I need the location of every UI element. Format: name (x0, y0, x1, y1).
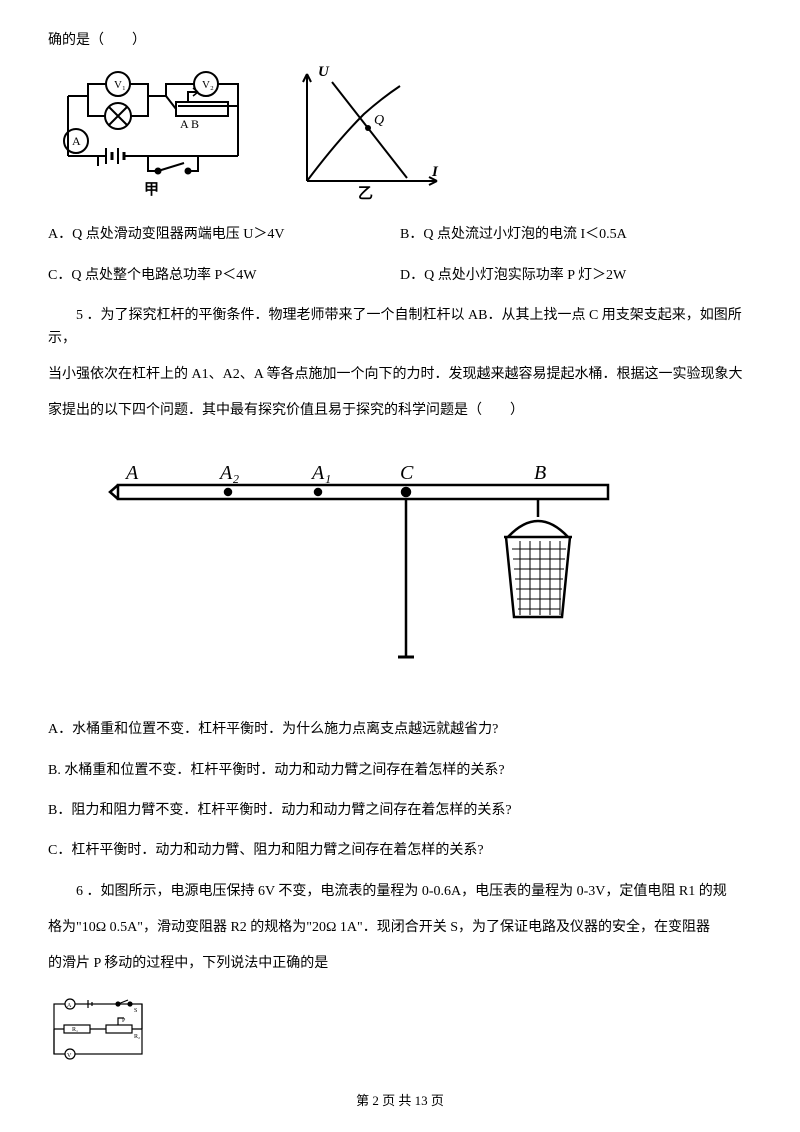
q4-circuit-diagram: V₁ V₂ A A B 甲 (48, 66, 258, 206)
q4-options-row1: A．Q 点处滑动变阻器两端电压 U＞4V B．Q 点处流过小灯泡的电流 I＜0.… (48, 224, 752, 246)
svg-text:R₁: R₁ (72, 1027, 78, 1033)
q5-stem-line3: 家提出的以下四个问题．其中最有探究价值且易于探究的科学问题是（ ） (48, 400, 752, 422)
q5-option-b2: B．阻力和阻力臂不变．杠杆平衡时．动力和动力臂之间存在着怎样的关系? (48, 800, 752, 822)
lever-label-a2: A₂ (218, 462, 239, 484)
a-label: A (72, 134, 81, 148)
q4-option-d: D．Q 点处小灯泡实际功率 P 灯＞2W (400, 265, 752, 287)
lever-label-b: B (534, 462, 546, 484)
ab-label: A B (180, 117, 199, 131)
q-point-label: Q (374, 113, 384, 128)
svg-text:V: V (67, 1053, 72, 1059)
q4-option-a: A．Q 点处滑动变阻器两端电压 U＞4V (48, 224, 400, 246)
q4-option-b: B．Q 点处流过小灯泡的电流 I＜0.5A (400, 224, 752, 246)
svg-text:A: A (67, 1003, 72, 1009)
q5-stem-line2: 当小强依次在杠杆上的 A1、A2、A 等各点施加一个向下的力时．发现越来越容易提… (48, 364, 752, 386)
svg-text:P: P (122, 1018, 126, 1024)
q6-stem-line3: 的滑片 P 移动的过程中，下列说法中正确的是 (48, 953, 752, 975)
q6-circuit-diagram: A V R₁ R₂ S P (48, 998, 148, 1060)
u-axis-label: U (318, 66, 330, 80)
q4-stem-fragment: 确的是（ ） (48, 30, 752, 52)
jia-label: 甲 (144, 181, 159, 198)
v1-label: V₁ (114, 79, 126, 91)
q5-stem-line1: 5 ．为了探究杠杆的平衡条件．物理老师带来了一个自制杠杆以 AB．从其上找一点 … (48, 305, 752, 350)
svg-text:R₂: R₂ (134, 1034, 140, 1040)
svg-text:S: S (134, 1008, 137, 1014)
v2-label: V₂ (202, 79, 214, 91)
i-axis-label: I (431, 164, 439, 180)
q5-option-b1: B. 水桶重和位置不变．杠杆平衡时．动力和动力臂之间存在着怎样的关系? (48, 760, 752, 782)
page-footer: 第 2 页 共 13 页 (48, 1091, 752, 1112)
q-point (365, 125, 371, 131)
q4-options-row2: C．Q 点处整个电路总功率 P＜4W D．Q 点处小灯泡实际功率 P 灯＞2W (48, 265, 752, 287)
yi-label: 乙 (358, 186, 373, 202)
q5-option-c: C．杠杆平衡时．动力和动力臂、阻力和阻力臂之间存在着怎样的关系? (48, 840, 752, 862)
q6-stem-line1: 6 ．如图所示，电源电压保持 6V 不变，电流表的量程为 0‐0.6A，电压表的… (48, 881, 752, 903)
q4-option-c: C．Q 点处整个电路总功率 P＜4W (48, 265, 400, 287)
lever-label-a1: A₁ (310, 462, 331, 484)
q5-lever-diagram: A A₂ A₁ C B (108, 457, 628, 687)
q4-graph-diagram: U Q I 乙 (282, 66, 452, 206)
q5-option-a: A．水桶重和位置不变．杠杆平衡时．为什么施力点离支点越远就越省力? (48, 719, 752, 741)
q6-stem-line2: 格为"10Ω 0.5A"，滑动变阻器 R2 的规格为"20Ω 1A"．现闭合开关… (48, 917, 752, 939)
q4-figures: V₁ V₂ A A B 甲 U Q I 乙 (48, 66, 752, 206)
lever-label-a: A (124, 462, 139, 484)
lever-label-c: C (400, 462, 414, 484)
